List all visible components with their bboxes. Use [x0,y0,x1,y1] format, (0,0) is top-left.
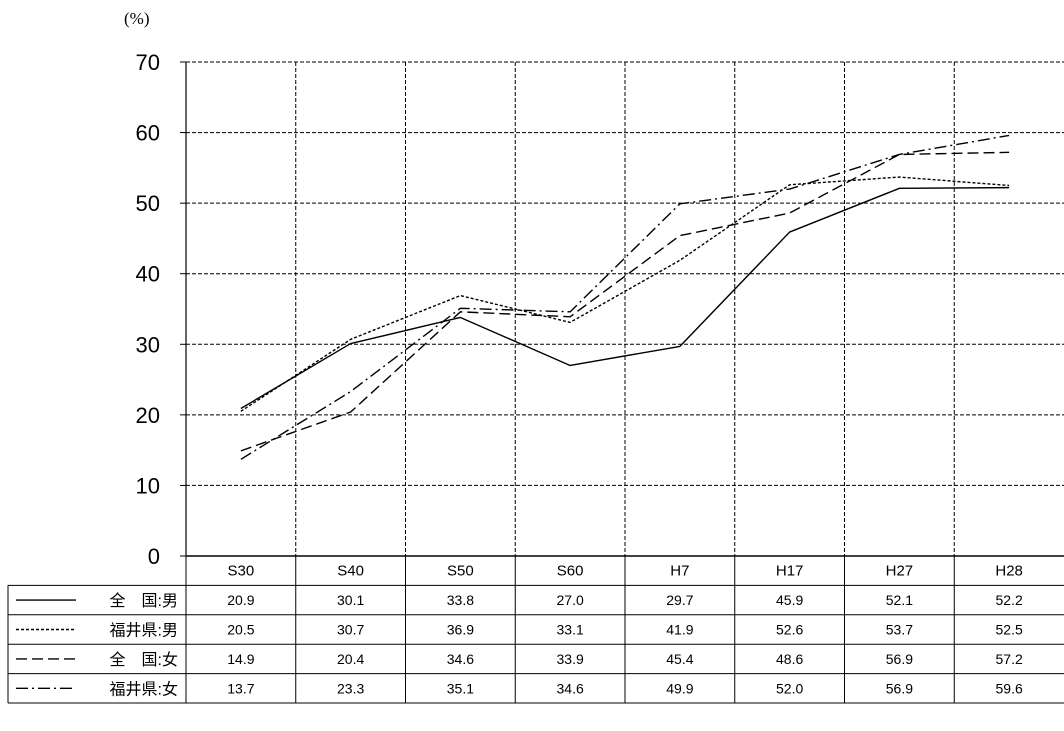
y-tick-label-50: 50 [136,191,160,216]
table-cell-value: 59.6 [996,680,1023,696]
x-category-label-S50: S50 [447,563,474,580]
y-tick-label-40: 40 [136,262,160,287]
table-cell-value: 20.9 [227,592,254,608]
gridlines [185,61,1064,556]
series-line-1 [240,186,1010,410]
x-category-label-S40: S40 [337,563,364,580]
x-category-label-S30: S30 [228,563,255,580]
table-cell-value: 48.6 [776,651,803,667]
y-axis-ticks: 0 10 20 30 40 50 60 70 [136,50,186,569]
unit-label: (%) [124,9,149,28]
table-cell-value: 29.7 [666,592,693,608]
table-cell-value: 56.9 [886,680,913,696]
table-cell-value: 34.6 [447,651,474,667]
table-cell-value: 33.1 [557,622,584,638]
table-cell-value: 52.0 [776,680,803,696]
table-cell-value: 36.9 [447,622,474,638]
table-cell-value: 30.1 [337,592,364,608]
table-cell-value: 20.5 [227,622,254,638]
legend-label-2: 福井県:男 [110,622,178,640]
table-cell-value: 23.3 [337,680,364,696]
x-category-label-H17: H17 [776,563,804,580]
table-cell-value: 14.9 [227,651,254,667]
y-tick-label-0: 0 [148,544,160,569]
legend-label-4: 福井県:女 [110,679,178,698]
table-cell-value: 33.9 [557,651,584,667]
series-line-3 [240,151,1010,452]
y-tick-label-60: 60 [136,121,160,146]
table-cell-value: 52.6 [776,622,803,638]
table-cell-value: 30.7 [337,622,364,638]
table-cell-value: 56.9 [886,651,913,667]
y-tick-label-30: 30 [136,332,160,357]
y-tick-label-10: 10 [136,473,160,498]
x-category-label-H27: H27 [886,563,914,580]
series-line-4 [240,134,1010,460]
series-line-2 [240,176,1010,412]
y-tick-label-20: 20 [136,403,160,428]
table-cell-value: 33.8 [447,592,474,608]
table-cell-value: 34.6 [557,680,584,696]
table-cell-value: 53.7 [886,622,913,638]
y-tick-label-70: 70 [136,50,160,75]
x-category-label-H7: H7 [670,563,689,580]
series-lines [240,134,1010,460]
table-cell-value: 27.0 [557,592,584,608]
table-cell-value: 57.2 [996,651,1023,667]
table-cell-value: 52.1 [886,592,913,608]
x-category-label-S60: S60 [557,563,584,580]
table-cell-value: 45.9 [776,592,803,608]
table-cell-value: 20.4 [337,651,364,667]
table-cell-value: 41.9 [666,622,693,638]
table-cell-value: 52.5 [996,622,1023,638]
legend-label-1: 全 国:男 [110,592,178,610]
table-cell-value: 52.2 [996,592,1023,608]
x-category-label-H28: H28 [995,563,1023,580]
table-cell-value: 35.1 [447,680,474,696]
table-cell-value: 13.7 [227,680,254,696]
legend-label-3: 全 国:女 [110,650,178,669]
table-cell-value: 49.9 [666,680,693,696]
table-cell-value: 45.4 [666,651,693,667]
data-table: S30 S40 S50 S60 H7 H17 H27 H28 全 国:男 20.9 30.1 33.8… [7,555,1064,704]
